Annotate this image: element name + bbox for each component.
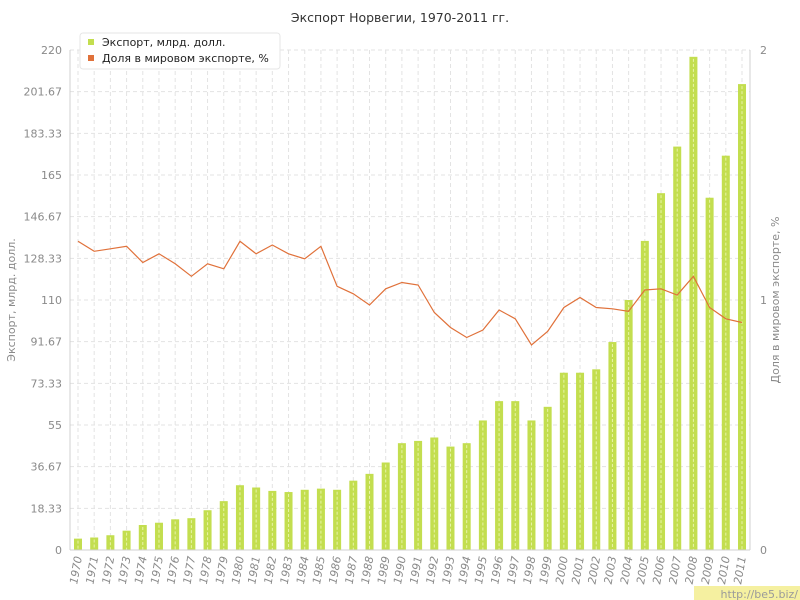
x-tick-label: 2006: [650, 555, 668, 585]
x-tick-label: 1972: [100, 555, 118, 585]
bar-export: [446, 446, 455, 550]
legend-label-export: Экспорт, млрд. долл.: [102, 36, 225, 49]
y-tick-label: 220: [41, 44, 62, 57]
legend-label-share: Доля в мировом экспорте, %: [102, 52, 269, 65]
y2-tick-labels: 0 1 2: [760, 44, 767, 557]
x-tick-label: 1974: [132, 555, 150, 585]
axes: [69, 50, 751, 551]
bar-export: [673, 146, 682, 550]
x-tick-label: 2008: [683, 555, 701, 585]
y-tick-label: 201.67: [24, 86, 63, 99]
y-tick-label: 0: [55, 544, 62, 557]
x-tick-label: 2004: [618, 555, 636, 585]
bar-export: [333, 489, 342, 550]
bar-export: [705, 197, 714, 550]
y2-tick-label: 2: [760, 44, 767, 57]
x-tick-label: 2009: [699, 555, 717, 585]
y-tick-label: 73.33: [31, 377, 63, 390]
bar-export: [689, 56, 698, 551]
x-tick-label: 1977: [181, 555, 199, 585]
bar-export: [171, 519, 180, 550]
bar-export: [74, 538, 82, 550]
watermark-text: http://be5.biz/: [721, 588, 799, 600]
x-tick-label: 1990: [391, 555, 409, 585]
y-tick-label: 165: [41, 169, 62, 182]
x-tick-label: 1991: [407, 555, 425, 585]
line-series: [77, 240, 743, 346]
legend-box: [79, 32, 281, 70]
y-tick-label: 36.67: [31, 461, 63, 474]
bar-series: [74, 56, 746, 551]
x-tick-label: 1988: [359, 555, 377, 585]
x-tick-label: 2011: [731, 555, 749, 585]
x-tick-label: 1996: [488, 555, 506, 585]
bar-export: [300, 489, 309, 550]
x-tick-label: 2002: [585, 555, 603, 585]
x-tick-labels: 1970197119721973197419751976197719781979…: [67, 555, 749, 585]
x-tick-label: 2005: [634, 555, 652, 585]
x-tick-label: 1995: [472, 555, 490, 585]
x-tick-label: 1982: [262, 555, 280, 585]
legend-marker-share: [88, 55, 94, 61]
y2-tick-label: 0: [760, 544, 767, 557]
x-tick-label: 1983: [278, 555, 296, 585]
x-tick-label: 1979: [213, 555, 231, 585]
x-tick-label: 1978: [197, 555, 215, 585]
x-tick-label: 1999: [537, 555, 555, 585]
x-tick-label: 1994: [456, 555, 474, 585]
y-tick-label: 91.67: [31, 336, 63, 349]
x-tick-label: 2001: [569, 555, 587, 585]
x-tick-label: 1997: [505, 555, 523, 585]
x-tick-label: 1987: [343, 555, 361, 585]
legend[interactable]: Экспорт, млрд. долл. Доля в мировом эксп…: [79, 32, 281, 70]
y2-tick-label: 1: [760, 294, 767, 307]
y-tick-label: 18.33: [31, 502, 63, 515]
x-tick-label: 2003: [602, 555, 620, 585]
x-tick-label: 2010: [715, 555, 733, 585]
x-tick-label: 1980: [229, 555, 247, 585]
y-tick-label: 110: [41, 294, 62, 307]
x-tick-label: 1975: [148, 555, 166, 585]
y2-axis-title: Доля в мировом экспорте, %: [769, 217, 782, 384]
x-tick-label: 1989: [375, 555, 393, 585]
bar-export: [430, 437, 439, 550]
x-tick-label: 1986: [326, 555, 344, 585]
x-tick-label: 1998: [521, 555, 539, 585]
y-axis-title: Экспорт, млрд. долл.: [5, 238, 18, 361]
x-tick-label: 1981: [245, 555, 263, 585]
bar-export: [187, 518, 196, 550]
x-tick-label: 2000: [553, 555, 571, 585]
watermark-background: [694, 586, 800, 600]
x-tick-label: 1973: [116, 555, 134, 585]
y-tick-labels: 0 18.33 36.67 55 73.33 91.67 110 128.33 146.67 16…: [24, 44, 63, 557]
y-tick-label: 146.67: [24, 211, 63, 224]
x-tick-label: 1984: [294, 555, 312, 585]
bar-export: [316, 488, 325, 550]
bar-export: [90, 537, 99, 550]
y-tick-label: 183.33: [24, 127, 63, 140]
line-share: [77, 240, 743, 346]
y-tick-label: 128.33: [24, 252, 63, 265]
bar-export: [592, 369, 601, 550]
x-tick-label: 1992: [424, 555, 442, 585]
legend-marker-export: [88, 39, 94, 45]
x-tick-label: 1971: [83, 555, 101, 585]
y-tick-label: 55: [48, 419, 62, 432]
x-tick-label: 1985: [310, 555, 328, 585]
bar-export: [252, 487, 261, 550]
chart-title: Экспорт Норвегии, 1970-2011 гг.: [291, 10, 509, 25]
x-tick-label: 2007: [666, 555, 684, 585]
x-tick-label: 1993: [440, 555, 458, 585]
bar-export: [543, 406, 552, 550]
watermark: http://be5.biz/: [694, 586, 800, 600]
x-tick-label: 1976: [164, 555, 182, 585]
x-tick-label: 1970: [67, 555, 85, 585]
